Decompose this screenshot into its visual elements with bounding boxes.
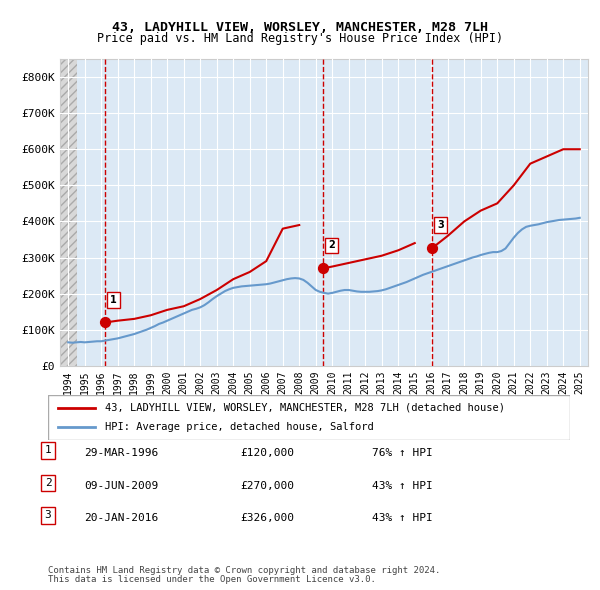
Text: 43% ↑ HPI: 43% ↑ HPI: [372, 513, 433, 523]
Text: 43, LADYHILL VIEW, WORSLEY, MANCHESTER, M28 7LH (detached house): 43, LADYHILL VIEW, WORSLEY, MANCHESTER, …: [106, 403, 505, 412]
Text: Price paid vs. HM Land Registry's House Price Index (HPI): Price paid vs. HM Land Registry's House …: [97, 32, 503, 45]
Text: £270,000: £270,000: [240, 481, 294, 491]
Text: 09-JUN-2009: 09-JUN-2009: [84, 481, 158, 491]
Text: 3: 3: [44, 510, 52, 520]
Point: [427, 244, 437, 253]
Text: Contains HM Land Registry data © Crown copyright and database right 2024.: Contains HM Land Registry data © Crown c…: [48, 566, 440, 575]
Point: [318, 264, 328, 273]
Text: HPI: Average price, detached house, Salford: HPI: Average price, detached house, Salf…: [106, 422, 374, 432]
Text: This data is licensed under the Open Government Licence v3.0.: This data is licensed under the Open Gov…: [48, 575, 376, 584]
Text: £326,000: £326,000: [240, 513, 294, 523]
Point: [100, 318, 110, 327]
Text: 29-MAR-1996: 29-MAR-1996: [84, 448, 158, 458]
Text: 20-JAN-2016: 20-JAN-2016: [84, 513, 158, 523]
Text: 1: 1: [44, 445, 52, 455]
Text: 2: 2: [328, 241, 335, 251]
Text: 3: 3: [437, 220, 444, 230]
Bar: [60, 59, 77, 366]
Text: 2: 2: [44, 478, 52, 488]
Text: £120,000: £120,000: [240, 448, 294, 458]
Text: 43, LADYHILL VIEW, WORSLEY, MANCHESTER, M28 7LH: 43, LADYHILL VIEW, WORSLEY, MANCHESTER, …: [112, 21, 488, 34]
Text: 1: 1: [110, 294, 117, 304]
Text: 76% ↑ HPI: 76% ↑ HPI: [372, 448, 433, 458]
Text: 43% ↑ HPI: 43% ↑ HPI: [372, 481, 433, 491]
